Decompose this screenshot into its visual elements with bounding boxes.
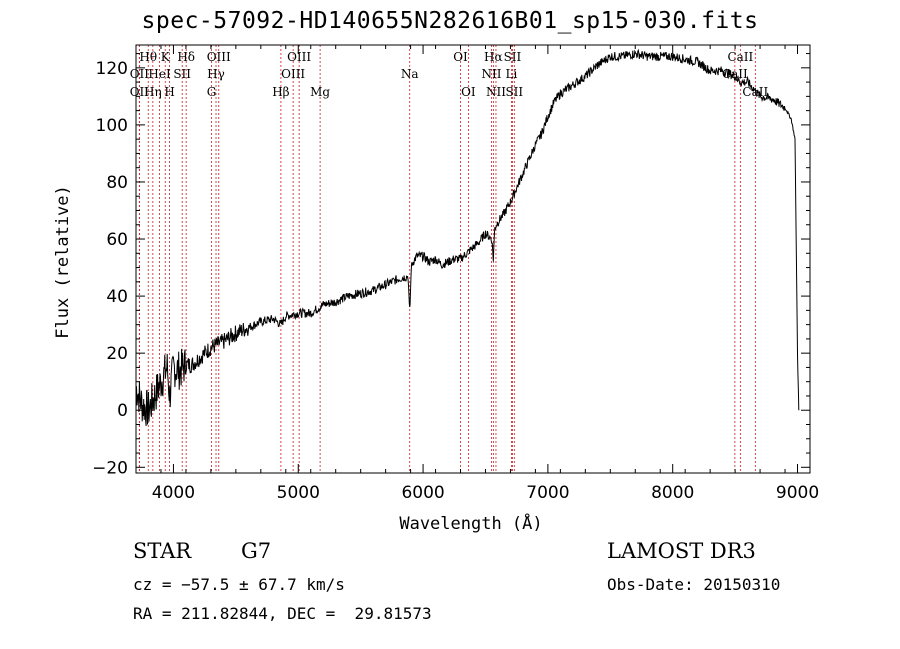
flux-series-line: [135, 48, 800, 427]
spectral-line-label: Hβ: [272, 85, 289, 99]
spectral-line-label: OI: [453, 50, 468, 64]
spectral-line-label: Li: [506, 67, 518, 81]
survey-name: LAMOST DR3: [607, 539, 756, 563]
observation-date: Obs-Date: 20150310: [607, 575, 781, 594]
spectral-line-label: OIII: [281, 67, 305, 81]
chart-title: spec-57092-HD140655N282616B01_sp15-030.f…: [141, 8, 759, 34]
spectral-line-label: OII: [130, 85, 150, 99]
spectral-line-label: OII: [130, 67, 150, 81]
spectral-line-label: Hη: [144, 85, 162, 99]
y-tick-label: 40: [106, 287, 128, 307]
spectral-line-label: SII: [173, 67, 191, 81]
spectral-line-label: NII: [486, 85, 506, 99]
x-tick-label: 7000: [526, 483, 569, 503]
x-tick-label: 6000: [401, 483, 444, 503]
spectral-line-label: NII: [481, 67, 501, 81]
x-tick-label: 8000: [651, 483, 694, 503]
spectral-line-label: G: [207, 85, 217, 99]
object-type: STAR: [133, 539, 192, 563]
plot-frame: [135, 44, 811, 474]
y-axis-label: Flux (relative): [53, 185, 73, 339]
spectral-line-label: OIII: [207, 50, 231, 64]
y-tick-label: 120: [96, 59, 128, 79]
y-tick-label: 20: [106, 344, 128, 364]
redshift-cz: cz = −57.5 ± 67.7 km/s: [133, 575, 345, 594]
spectral-line-label: Mg: [310, 85, 330, 99]
x-tick-label: 4000: [152, 483, 195, 503]
y-axis-ticks: −20 0 20 40 60 80 100 120: [92, 53, 810, 478]
y-tick-label: 80: [106, 173, 128, 193]
y-tick-label: 100: [96, 116, 128, 136]
spectral-line-label: Na: [401, 67, 419, 81]
spectral-line-label: H: [164, 85, 174, 99]
y-tick-label: 0: [117, 401, 128, 421]
spectral-lines-layer: [138, 45, 756, 473]
spectral-subclass: G7: [241, 539, 272, 563]
spectral-line-label: SII: [504, 50, 522, 64]
spectral-line-label: HeI: [148, 67, 171, 81]
x-axis-label: Wavelength (Å): [399, 512, 542, 534]
spectral-line-label: OIII: [287, 50, 311, 64]
spectral-line-label: Hδ: [177, 50, 195, 64]
x-tick-label: 9000: [776, 483, 819, 503]
y-tick-label: −20: [92, 458, 128, 478]
spectral-line-label: Hγ: [207, 67, 225, 81]
spectral-line-label: OI: [461, 85, 476, 99]
spectral-line-label: K: [161, 50, 171, 64]
spectral-line-label: CaII: [727, 50, 753, 64]
spectral-line-label: Hα: [484, 50, 503, 64]
y-tick-label: 60: [106, 230, 128, 250]
x-tick-label: 5000: [277, 483, 320, 503]
ra-dec: RA = 211.82844, DEC = 29.81573: [133, 604, 432, 623]
spectral-line-label: SII: [505, 85, 523, 99]
spectral-line-label: Hθ: [139, 50, 157, 64]
x-axis-ticks: 4000 5000 6000 7000 8000 9000: [135, 45, 819, 503]
